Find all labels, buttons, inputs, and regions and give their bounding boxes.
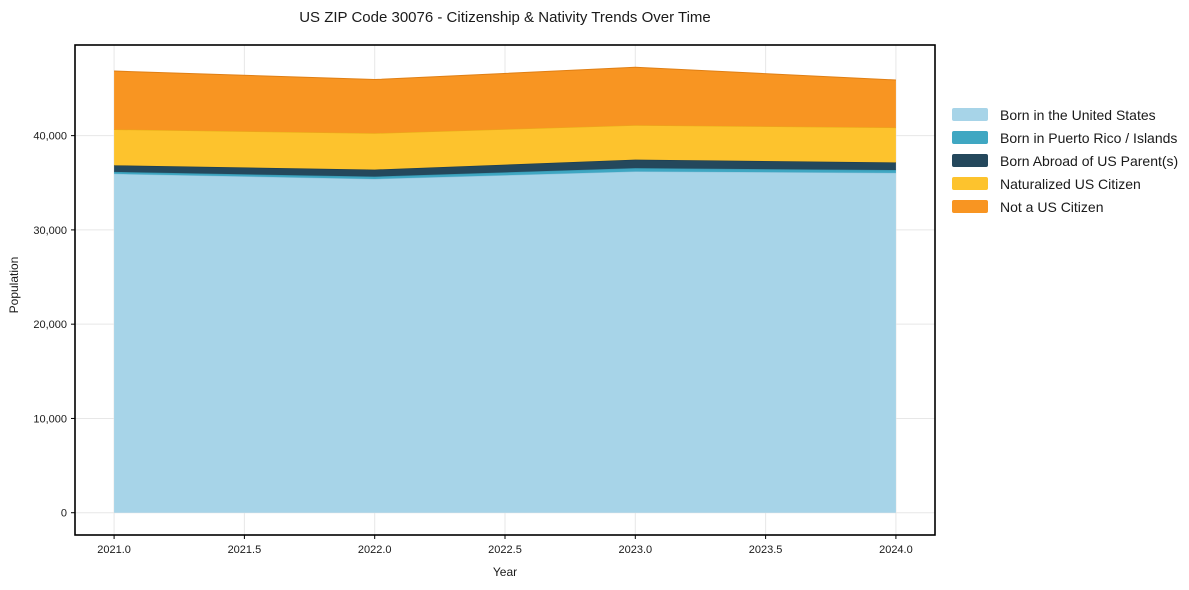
legend-item: Naturalized US Citizen <box>952 172 1178 195</box>
y-tick-label: 10,000 <box>33 413 67 425</box>
legend-item: Born in Puerto Rico / Islands <box>952 126 1178 149</box>
area-series-4-edge <box>114 66 896 81</box>
area-series-1 <box>114 168 896 179</box>
area-series-3 <box>114 125 896 170</box>
y-axis-label: Population <box>7 256 21 314</box>
x-tick-label: 2021.0 <box>97 544 131 556</box>
legend-label: Born Abroad of US Parent(s) <box>1000 152 1179 169</box>
area-series-2-edge <box>114 159 896 171</box>
x-axis-label: Year <box>492 565 518 579</box>
y-tick-label: 20,000 <box>33 319 67 331</box>
y-tick-label: 30,000 <box>33 225 67 237</box>
x-tick-label: 2024.0 <box>879 544 913 556</box>
x-tick-label: 2022.5 <box>488 544 522 556</box>
x-tick-label: 2023.5 <box>749 544 783 556</box>
legend-item: Born Abroad of US Parent(s) <box>952 149 1178 172</box>
legend-label: Born in the United States <box>1000 106 1156 123</box>
x-tick-label: 2023.0 <box>618 544 652 556</box>
legend: Born in the United States Born in Puerto… <box>952 103 1178 218</box>
area-series-0 <box>114 171 896 513</box>
chart-title: US ZIP Code 30076 - Citizenship & Nativi… <box>299 9 711 26</box>
plot-border <box>74 44 936 536</box>
legend-swatch-naturalized-icon <box>952 177 988 190</box>
area-series-2 <box>114 159 896 177</box>
legend-label: Not a US Citizen <box>1000 198 1104 215</box>
x-tick-label: 2022.0 <box>358 544 392 556</box>
legend-swatch-not-citizen-icon <box>952 200 988 213</box>
area-series-4 <box>114 67 896 134</box>
legend-swatch-born-abroad-icon <box>952 154 988 167</box>
legend-item: Not a US Citizen <box>952 195 1178 218</box>
legend-swatch-puerto-rico-icon <box>952 131 988 144</box>
legend-item: Born in the United States <box>952 103 1178 126</box>
legend-swatch-born-us-icon <box>952 108 988 121</box>
y-tick-label: 40,000 <box>33 131 67 143</box>
y-tick-label: 0 <box>61 508 67 520</box>
legend-label: Born in Puerto Rico / Islands <box>1000 129 1178 146</box>
legend-label: Naturalized US Citizen <box>1000 175 1141 192</box>
x-tick-label: 2021.5 <box>228 544 262 556</box>
